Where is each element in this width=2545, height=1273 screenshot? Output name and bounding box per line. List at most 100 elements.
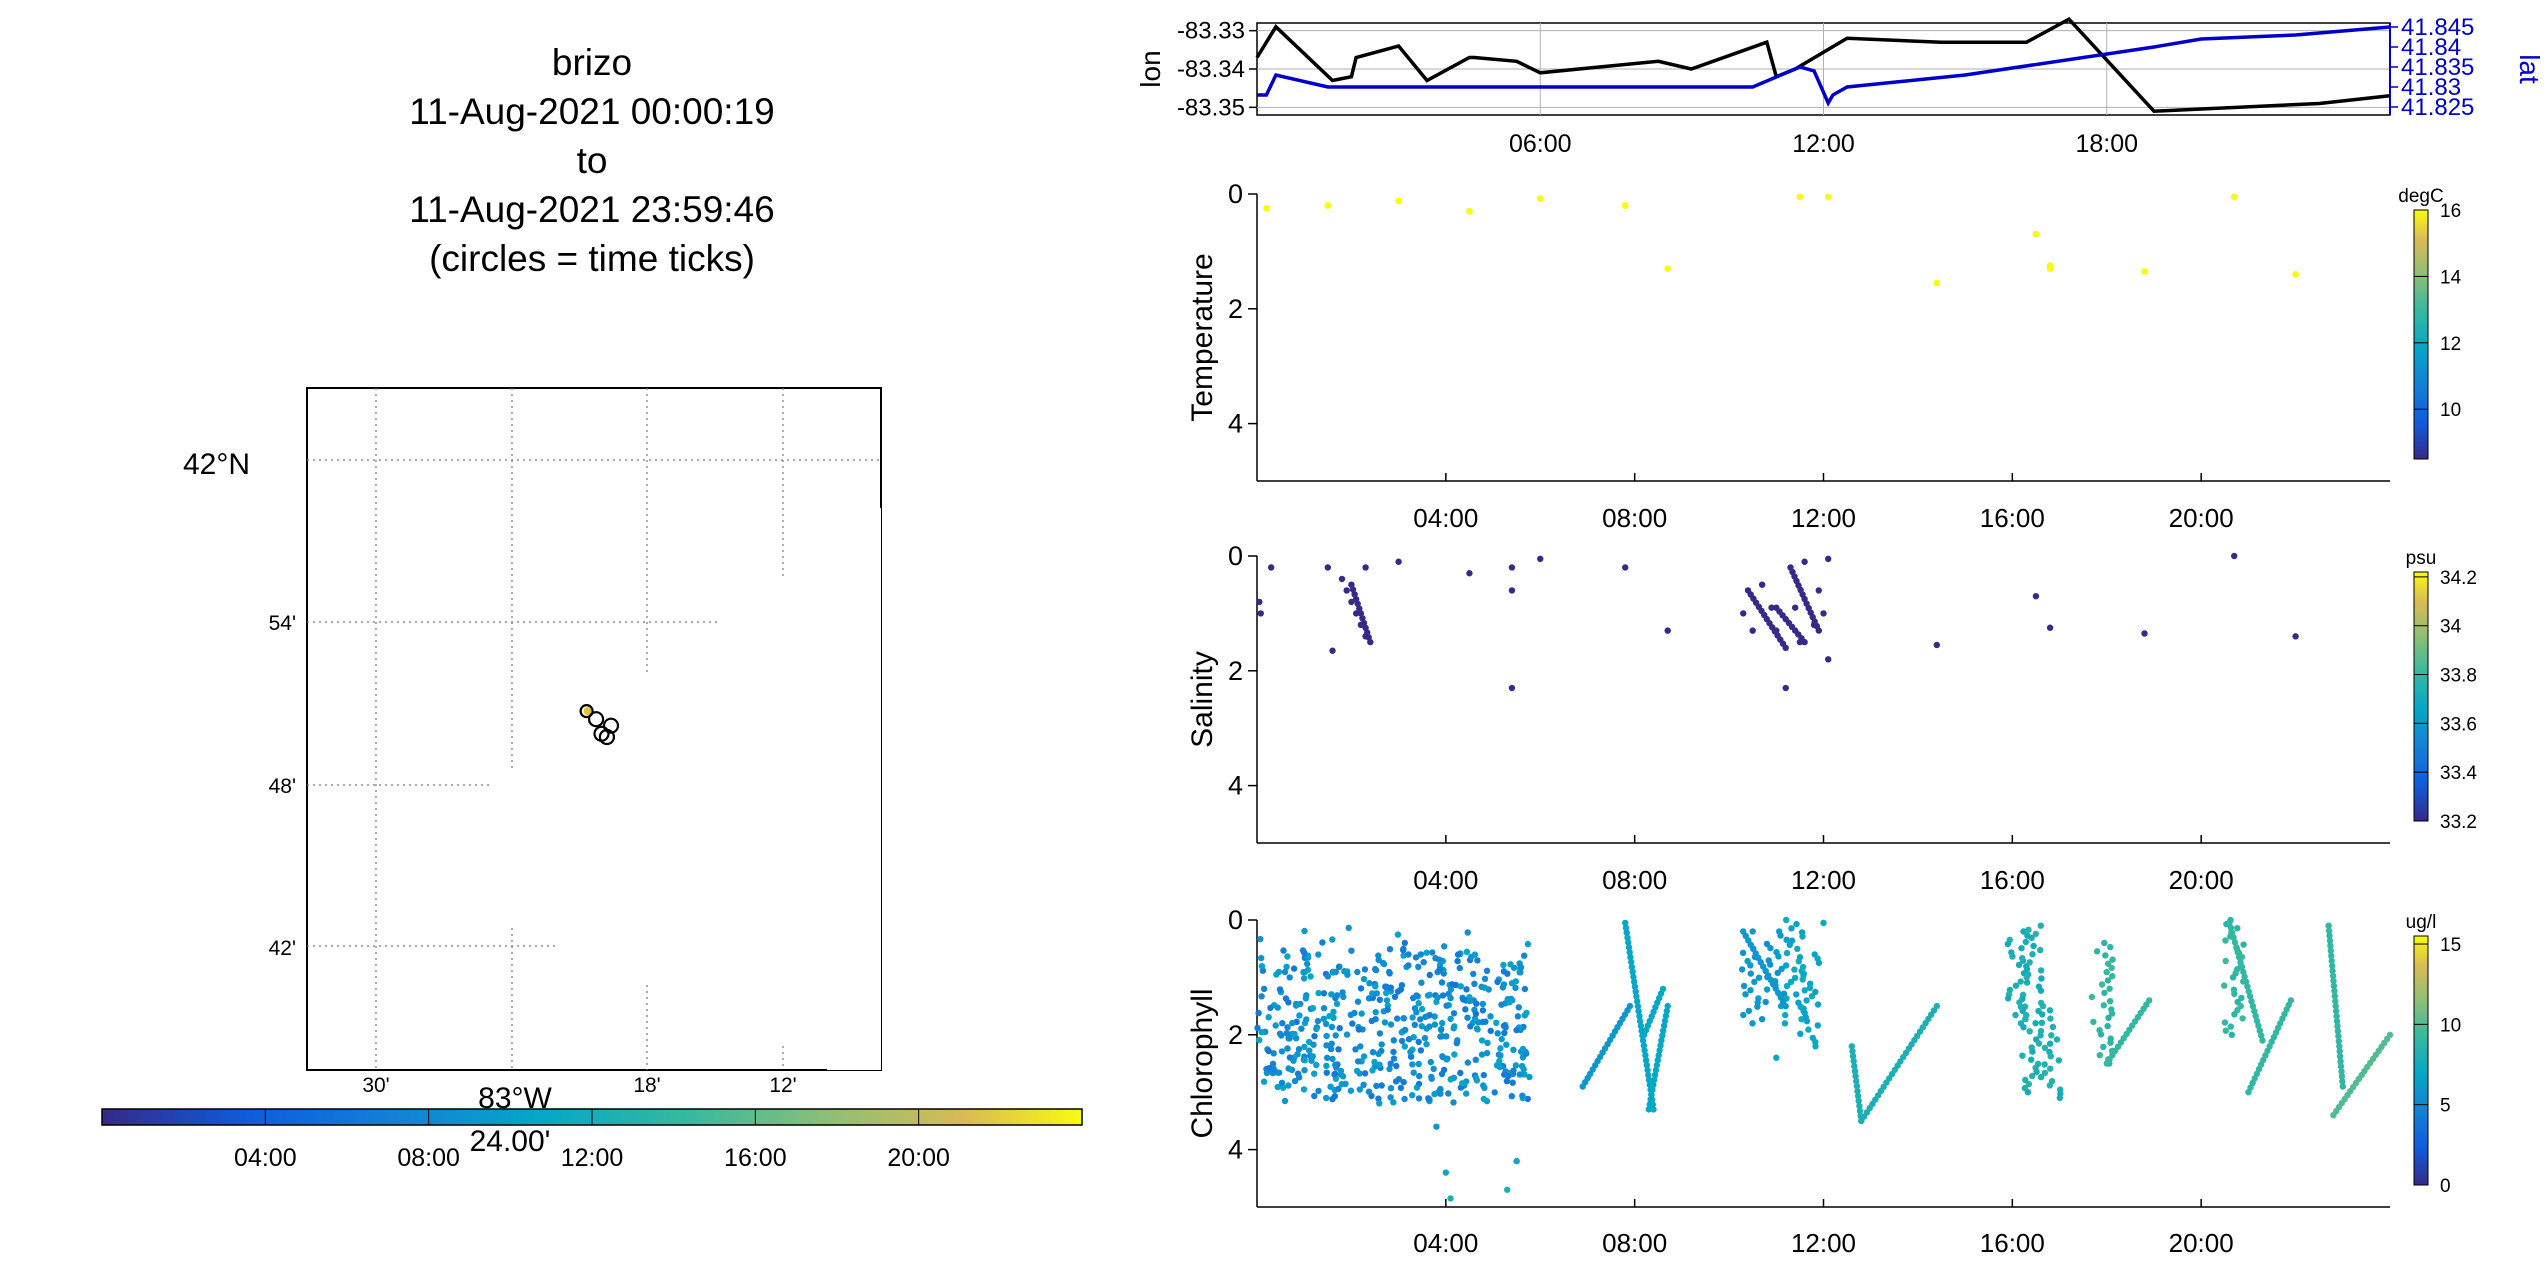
chlorophyll-profile-point [1631, 978, 1638, 985]
chlorophyll-cloud-point [1500, 981, 1508, 988]
chlorophyll-cloud-point [1300, 969, 1307, 976]
chlorophyll-cloud-point [1383, 989, 1390, 997]
chlorophyll-profile-point [2039, 1011, 2046, 1018]
chlorophyll-profile-point [2326, 932, 2333, 939]
chlorophyll-cloud-point [1405, 1036, 1413, 1043]
chlorophyll-profile-point [2245, 988, 2252, 995]
chlorophyll-cloud-point [1309, 1053, 1317, 1060]
chlorophyll-profile-point [2017, 978, 2024, 985]
chlorophyll-profile-point [2022, 1015, 2029, 1023]
chlorophyll-profile-point [2088, 993, 2096, 1001]
chlorophyll-profile-point [1634, 998, 1641, 1005]
chlorophyll-profile-point [2097, 1031, 2105, 1038]
chlorophyll-profile-point [2029, 1048, 2036, 1055]
chlorophyll-profile-point [2023, 979, 2031, 986]
chlorophyll-profile-point [2332, 1002, 2339, 1010]
chlorophyll-cloud-point [1480, 1095, 1488, 1103]
chlorophyll-cloud-point [1417, 1047, 1425, 1054]
chlorophyll-cloud-point [1360, 1053, 1368, 1060]
chlorophyll-cloud-point [1292, 1002, 1300, 1009]
chlorophyll-profile-point [1654, 1057, 1662, 1064]
chlorophyll-cloud-point [1348, 947, 1355, 954]
chlorophyll-cloud-point [1255, 1009, 1262, 1017]
chlorophyll-points [1254, 916, 2394, 1202]
chlorophyll-cloud-point [1272, 1022, 1279, 1029]
chlorophyll-cloud-point [1311, 1092, 1318, 1100]
salinity-point [1782, 684, 1789, 692]
chlorophyll-profile-point [1783, 982, 1791, 990]
chlorophyll-cloud-point [1387, 1085, 1395, 1092]
temperature-point [1621, 202, 1629, 209]
map-lat-tick-54: 54' [269, 612, 296, 635]
chlorophyll-profile-point [1624, 934, 1631, 941]
salinity-point [1329, 647, 1336, 654]
chlorophyll-profile-point [2030, 942, 2037, 950]
chlorophyll-cloud-point [1412, 954, 1420, 961]
chlorophyll-cloud-point [1431, 1013, 1438, 1020]
chlorophyll-cloud-point [1320, 990, 1328, 997]
chlorophyll-cloud-point [1483, 1049, 1491, 1057]
temperature-point [2230, 193, 2238, 201]
chlorophyll-cloud-point [1349, 1020, 1356, 1027]
chlorophyll-cloud-point [1314, 1017, 1322, 1025]
chlorophyll-profile-point [2337, 1058, 2344, 1065]
chlorophyll-colorbar [2413, 935, 2429, 1186]
chlorophyll-cloud-point [1400, 945, 1407, 953]
chlorophyll-cloud-point [1343, 1031, 1351, 1038]
chlorophyll-cloud-point [1415, 1060, 1422, 1068]
chlorophyll-cloud-point [1405, 951, 1412, 958]
salinity-colorbar-tick-label: 33.8 [2440, 666, 2477, 687]
chlorophyll-cloud-point [1304, 960, 1311, 967]
chlorophyll-cloud-point [1335, 1085, 1342, 1093]
salinity-xtick-label: 04:00 [1413, 865, 1478, 895]
chlorophyll-cloud-point [1420, 959, 1427, 966]
temperature-ytick-label: 0 [1228, 179, 1243, 209]
title-start-time: 11-Aug-2021 00:00:19 [409, 91, 775, 132]
chlorophyll-cloud-point [1457, 1069, 1464, 1077]
chlorophyll-cloud-point [1470, 970, 1477, 978]
chlorophyll-profile-point [2105, 960, 2112, 967]
chlorophyll-cloud-point [1347, 1087, 1355, 1094]
chlorophyll-profile-point [1641, 1047, 1648, 1054]
chlorophyll-cloud-point [1443, 1033, 1450, 1040]
chlorophyll-cloud-point [1519, 1045, 1527, 1053]
chlorophyll-colorbar-tick-label: 0 [2440, 1176, 2451, 1197]
chlorophyll-cloud-point [1375, 952, 1382, 959]
chlorophyll-cloud-point [1291, 1030, 1298, 1038]
chlorophyll-profile-point [2025, 971, 2032, 978]
chlorophyll-cloud-point [1450, 1010, 1458, 1017]
salinity-profile-point [1360, 619, 1368, 627]
lonlat-left-tick-label: -83.35 [1177, 94, 1245, 121]
chlorophyll-cloud-point [1459, 1080, 1466, 1087]
chlorophyll-profile-point [1628, 958, 1635, 966]
chlorophyll-cloud-point [1306, 1047, 1313, 1054]
chlorophyll-cloud-point [1497, 1045, 1504, 1052]
chlorophyll-cloud-point [1382, 983, 1389, 990]
chlorophyll-cloud-point [1414, 993, 1421, 1000]
chlorophyll-cloud-point [1327, 1045, 1335, 1053]
chlorophyll-profile-point [2035, 1040, 2043, 1047]
chlorophyll-cloud-point [1472, 1056, 1480, 1064]
chlorophyll-profile-point [2101, 989, 2108, 996]
chlorophyll-profile-point [2335, 1033, 2342, 1040]
chlorophyll-cloud-point [1376, 996, 1384, 1003]
title-to: to [576, 140, 608, 181]
chlorophyll-profile-point [1793, 920, 1800, 928]
chlorophyll-profile-point [2327, 947, 2334, 955]
chlorophyll-profile-point [1767, 944, 1774, 952]
salinity-points [1256, 552, 2299, 692]
chlorophyll-profile-point [1639, 1037, 1647, 1044]
chlorophyll-cloud-point [1313, 1025, 1320, 1033]
temperature-xtick-label: 08:00 [1602, 503, 1667, 533]
chlorophyll-profile-point [2107, 943, 2114, 951]
temperature-ytick-label: 4 [1228, 409, 1243, 439]
chlorophyll-profile-point [1781, 1020, 1789, 1027]
chlorophyll-profile-point [2334, 1022, 2341, 1030]
map-track-start-circle [579, 703, 594, 719]
chlorophyll-cloud-point [1360, 975, 1368, 983]
chlorophyll-cloud-point [1290, 965, 1298, 972]
chlorophyll-cloud-point [1480, 1082, 1487, 1089]
chlorophyll-profile-point [2334, 1028, 2342, 1035]
chlorophyll-profile-point [2237, 958, 2244, 966]
chlorophyll-profile-point [2330, 977, 2337, 985]
